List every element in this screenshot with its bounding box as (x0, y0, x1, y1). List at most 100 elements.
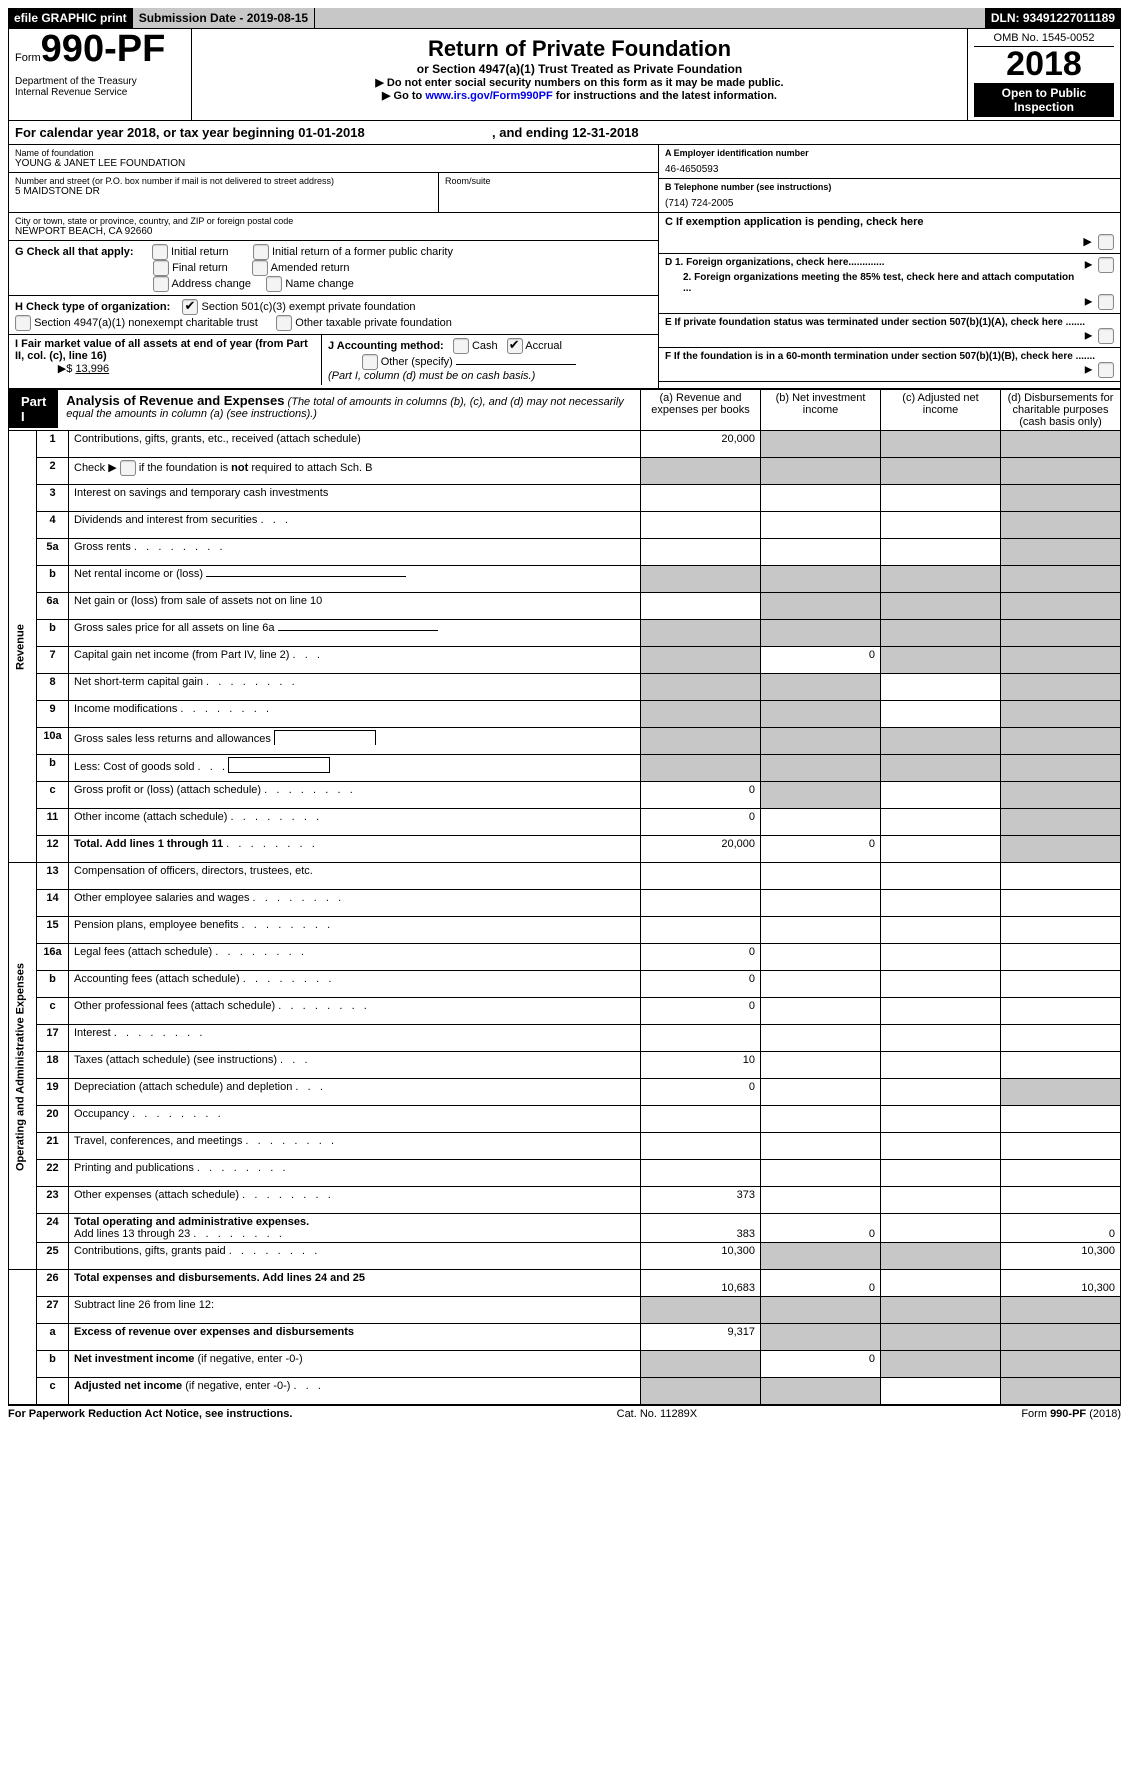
table-row: 10aGross sales less returns and allowanc… (9, 728, 1121, 755)
accrual-checkbox[interactable] (507, 338, 523, 354)
table-row: 23Other expenses (attach schedule)373 (9, 1187, 1121, 1214)
dln-label: DLN: 93491227011189 (985, 8, 1121, 28)
col-c-head: (c) Adjusted net income (881, 390, 1001, 431)
501c3-checkbox[interactable] (182, 299, 198, 315)
table-row: 19Depreciation (attach schedule) and dep… (9, 1079, 1121, 1106)
tax-year: 2018 (974, 47, 1114, 81)
g-label: G Check all that apply: (15, 246, 134, 258)
submission-date: Submission Date - 2019-08-15 (133, 8, 315, 28)
col-a-head: (a) Revenue and expenses per books (641, 390, 761, 431)
table-row: 12Total. Add lines 1 through 1120,0000 (9, 836, 1121, 863)
table-row: aExcess of revenue over expenses and dis… (9, 1324, 1121, 1351)
irs-link[interactable]: www.irs.gov/Form990PF (425, 90, 552, 102)
topbar-spacer (315, 8, 985, 28)
entity-table: Name of foundation YOUNG & JANET LEE FOU… (8, 144, 1121, 389)
ssn-warning: Do not enter social security numbers on … (198, 76, 961, 89)
schb-checkbox[interactable] (120, 460, 136, 476)
expenses-side-label: Operating and Administrative Expenses (9, 863, 37, 1270)
left-lower-block: City or town, state or province, country… (9, 213, 658, 385)
col-b-head: (b) Net investment income (761, 390, 881, 431)
table-row: 11Other income (attach schedule)0 (9, 809, 1121, 836)
form-title: Return of Private Foundation (198, 36, 961, 62)
table-row: bNet investment income (if negative, ent… (9, 1351, 1121, 1378)
c-checkbox[interactable] (1098, 234, 1114, 250)
f-checkbox[interactable] (1098, 362, 1114, 378)
table-row: bLess: Cost of goods sold (9, 755, 1121, 782)
addr-label: Number and street (or P.O. box number if… (15, 176, 432, 186)
d2-label: 2. Foreign organizations meeting the 85%… (683, 272, 1074, 294)
amended-return-checkbox[interactable] (252, 260, 268, 276)
ein-value: 46-4650593 (665, 164, 1114, 175)
table-row: bNet rental income or (loss) (9, 566, 1121, 593)
table-row: 14Other employee salaries and wages (9, 890, 1121, 917)
goto-line: Go to www.irs.gov/Form990PF for instruct… (198, 89, 961, 102)
d1-label: D 1. Foreign organizations, check here..… (665, 257, 885, 268)
c-label: C If exemption application is pending, c… (665, 216, 924, 228)
calendar-year-row: For calendar year 2018, or tax year begi… (8, 120, 1121, 144)
name-label: Name of foundation (15, 148, 652, 158)
table-row: 18Taxes (attach schedule) (see instructi… (9, 1052, 1121, 1079)
e-checkbox[interactable] (1098, 328, 1114, 344)
table-row: 24Total operating and administrative exp… (9, 1214, 1121, 1243)
final-return-checkbox[interactable] (153, 260, 169, 276)
part1-tag: Part I (9, 390, 58, 428)
phone-label: B Telephone number (see instructions) (665, 182, 1114, 192)
table-row: 17Interest (9, 1025, 1121, 1052)
open-inspection: Open to Public Inspection (974, 83, 1114, 117)
f-label: F If the foundation is in a 60-month ter… (665, 351, 1095, 362)
table-row: 8Net short-term capital gain (9, 674, 1121, 701)
4947-checkbox[interactable] (15, 315, 31, 331)
page-footer: For Paperwork Reduction Act Notice, see … (8, 1405, 1121, 1420)
revenue-side-label: Revenue (9, 431, 37, 863)
table-row: 4Dividends and interest from securities (9, 512, 1121, 539)
form-number: 990-PF (41, 28, 166, 70)
address-change-checkbox[interactable] (153, 276, 169, 292)
part1-table: Part I Analysis of Revenue and Expenses … (8, 389, 1121, 1405)
table-row: 26Total expenses and disbursements. Add … (9, 1270, 1121, 1297)
table-row: cOther professional fees (attach schedul… (9, 998, 1121, 1025)
initial-former-checkbox[interactable] (253, 244, 269, 260)
dept-line1: Department of the Treasury (15, 76, 185, 87)
table-row: 16aLegal fees (attach schedule)0 (9, 944, 1121, 971)
city-label: City or town, state or province, country… (15, 216, 652, 226)
e-label: E If private foundation status was termi… (665, 317, 1085, 328)
phone-value: (714) 724-2005 (665, 198, 1114, 209)
initial-return-checkbox[interactable] (152, 244, 168, 260)
table-row: 15Pension plans, employee benefits (9, 917, 1121, 944)
form-word: Form (15, 52, 41, 64)
i-label: I Fair market value of all assets at end… (15, 338, 308, 362)
part1-title: Analysis of Revenue and Expenses (66, 393, 284, 408)
table-row: 3Interest on savings and temporary cash … (9, 485, 1121, 512)
dept-line2: Internal Revenue Service (15, 87, 185, 98)
table-row: 22Printing and publications (9, 1160, 1121, 1187)
table-row: 6aNet gain or (loss) from sale of assets… (9, 593, 1121, 620)
name-change-checkbox[interactable] (266, 276, 282, 292)
h-label: H Check type of organization: (15, 301, 170, 313)
table-row: Operating and Administrative Expenses 13… (9, 863, 1121, 890)
table-row: bAccounting fees (attach schedule)0 (9, 971, 1121, 998)
cash-checkbox[interactable] (453, 338, 469, 354)
table-row: cGross profit or (loss) (attach schedule… (9, 782, 1121, 809)
top-bar: efile GRAPHIC print Submission Date - 20… (8, 8, 1121, 28)
header-table: Form990-PF Department of the Treasury In… (8, 28, 1121, 120)
d1-checkbox[interactable] (1098, 257, 1114, 273)
form-subtitle: or Section 4947(a)(1) Trust Treated as P… (198, 62, 961, 76)
foundation-name: YOUNG & JANET LEE FOUNDATION (15, 158, 652, 169)
j-note: (Part I, column (d) must be on cash basi… (328, 370, 535, 382)
street-address: 5 MAIDSTONE DR (15, 186, 432, 197)
table-row: 9Income modifications (9, 701, 1121, 728)
other-taxable-checkbox[interactable] (276, 315, 292, 331)
other-method-checkbox[interactable] (362, 354, 378, 370)
efile-label: efile GRAPHIC print (8, 8, 133, 28)
footer-mid: Cat. No. 11289X (617, 1408, 698, 1420)
ein-label: A Employer identification number (665, 148, 1114, 158)
fmv-value: 13,996 (75, 363, 109, 375)
table-row: 5aGross rents (9, 539, 1121, 566)
city-value: NEWPORT BEACH, CA 92660 (15, 226, 652, 237)
d2-checkbox[interactable] (1098, 294, 1114, 310)
footer-left: For Paperwork Reduction Act Notice, see … (8, 1408, 292, 1420)
table-row: 25Contributions, gifts, grants paid10,30… (9, 1243, 1121, 1270)
table-row: 7Capital gain net income (from Part IV, … (9, 647, 1121, 674)
footer-right: Form 990-PF (2018) (1021, 1408, 1121, 1420)
table-row: 21Travel, conferences, and meetings (9, 1133, 1121, 1160)
